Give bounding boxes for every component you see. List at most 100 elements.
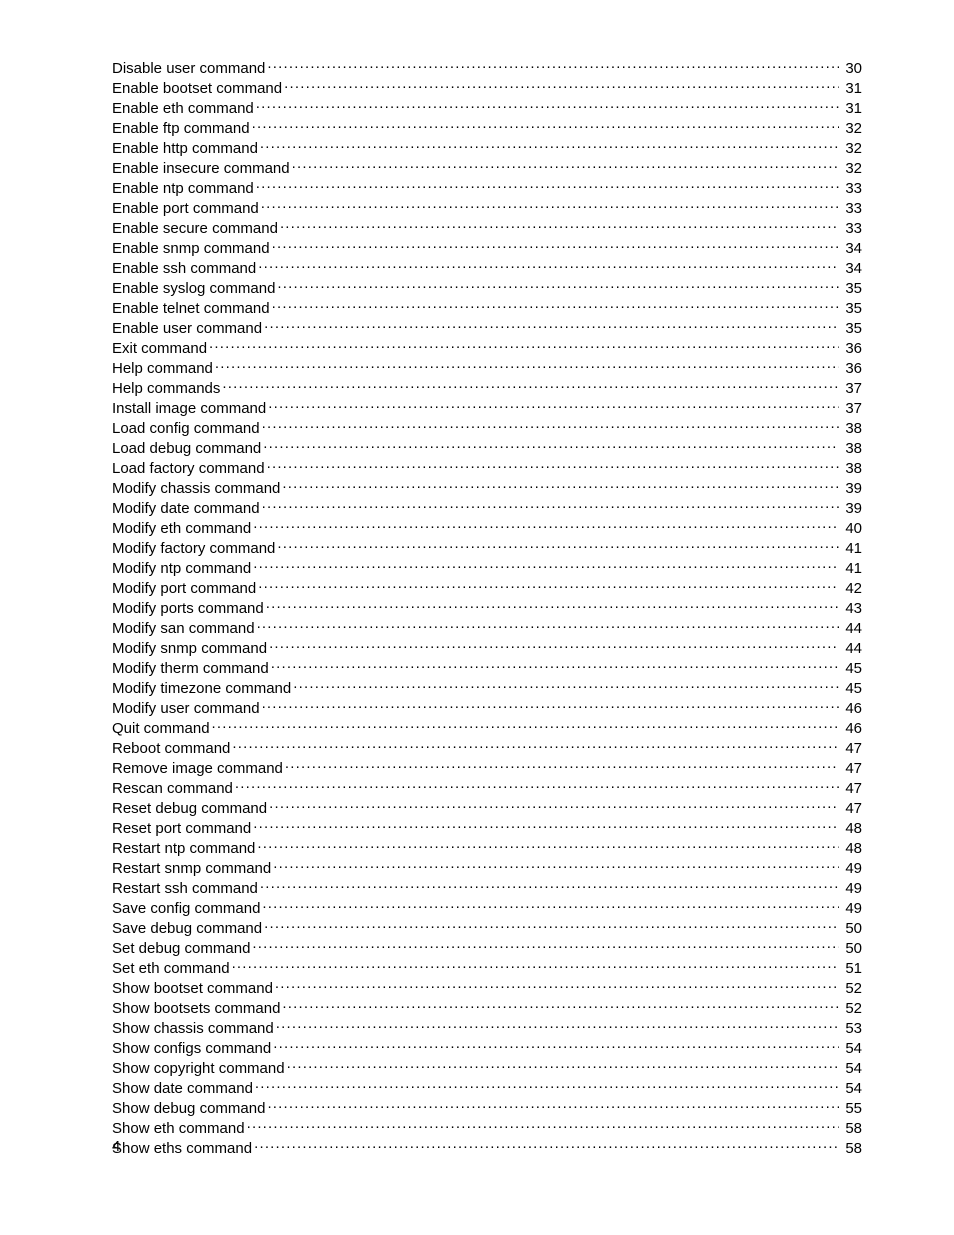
toc-entry-title[interactable]: Enable http command [112,139,258,158]
toc-entry-page[interactable]: 50 [841,939,862,958]
toc-entry-page[interactable]: 32 [841,119,862,138]
toc-entry-page[interactable]: 39 [841,479,862,498]
toc-entry-page[interactable]: 45 [841,679,862,698]
toc-entry-page[interactable]: 48 [841,819,862,838]
toc-entry-title[interactable]: Reboot command [112,739,230,758]
toc-entry-page[interactable]: 45 [841,659,862,678]
toc-entry-title[interactable]: Enable ftp command [112,119,250,138]
toc-entry-page[interactable]: 49 [841,859,862,878]
toc-entry-title[interactable]: Modify chassis command [112,479,280,498]
toc-entry-page[interactable]: 34 [841,259,862,278]
toc-entry-title[interactable]: Show date command [112,1079,253,1098]
toc-entry-page[interactable]: 47 [841,739,862,758]
toc-entry-page[interactable]: 44 [841,639,862,658]
toc-entry-title[interactable]: Show eths command [112,1139,252,1158]
toc-entry-title[interactable]: Restart ssh command [112,879,258,898]
toc-entry-page[interactable]: 37 [841,379,862,398]
toc-entry-title[interactable]: Help command [112,359,213,378]
toc-entry-page[interactable]: 54 [841,1039,862,1058]
toc-entry-page[interactable]: 52 [841,979,862,998]
toc-entry-title[interactable]: Reset debug command [112,799,267,818]
toc-entry-page[interactable]: 58 [841,1119,862,1138]
toc-entry-title[interactable]: Modify snmp command [112,639,267,658]
toc-entry-page[interactable]: 38 [841,459,862,478]
toc-entry-title[interactable]: Set eth command [112,959,230,978]
toc-entry-page[interactable]: 30 [841,59,862,78]
toc-entry-title[interactable]: Install image command [112,399,266,418]
toc-entry-page[interactable]: 49 [841,879,862,898]
toc-entry-page[interactable]: 58 [841,1139,862,1158]
toc-entry-title[interactable]: Quit command [112,719,210,738]
toc-entry-title[interactable]: Modify ntp command [112,559,251,578]
toc-entry-page[interactable]: 37 [841,399,862,418]
toc-entry-title[interactable]: Modify eth command [112,519,251,538]
toc-entry-page[interactable]: 31 [841,79,862,98]
toc-entry-title[interactable]: Remove image command [112,759,283,778]
toc-entry-page[interactable]: 52 [841,999,862,1018]
toc-entry-title[interactable]: Show bootset command [112,979,273,998]
toc-entry-page[interactable]: 41 [841,539,862,558]
toc-entry-title[interactable]: Show chassis command [112,1019,274,1038]
toc-entry-page[interactable]: 36 [841,359,862,378]
toc-entry-page[interactable]: 31 [841,99,862,118]
toc-entry-page[interactable]: 38 [841,419,862,438]
toc-entry-title[interactable]: Enable ntp command [112,179,254,198]
toc-entry-page[interactable]: 49 [841,899,862,918]
toc-entry-title[interactable]: Enable ssh command [112,259,256,278]
toc-entry-page[interactable]: 46 [841,699,862,718]
toc-entry-page[interactable]: 43 [841,599,862,618]
toc-entry-title[interactable]: Save debug command [112,919,262,938]
toc-entry-title[interactable]: Load config command [112,419,260,438]
toc-entry-title[interactable]: Restart snmp command [112,859,271,878]
toc-entry-title[interactable]: Show copyright command [112,1059,285,1078]
toc-entry-title[interactable]: Show debug command [112,1099,265,1118]
toc-entry-title[interactable]: Enable eth command [112,99,254,118]
toc-entry-page[interactable]: 33 [841,199,862,218]
toc-entry-page[interactable]: 46 [841,719,862,738]
toc-entry-title[interactable]: Restart ntp command [112,839,255,858]
toc-entry-page[interactable]: 35 [841,319,862,338]
toc-entry-page[interactable]: 36 [841,339,862,358]
toc-entry-page[interactable]: 50 [841,919,862,938]
toc-entry-title[interactable]: Enable user command [112,319,262,338]
toc-entry-title[interactable]: Enable bootset command [112,79,282,98]
toc-entry-title[interactable]: Modify factory command [112,539,275,558]
toc-entry-title[interactable]: Show configs command [112,1039,271,1058]
toc-entry-page[interactable]: 35 [841,279,862,298]
toc-entry-title[interactable]: Modify ports command [112,599,264,618]
toc-entry-page[interactable]: 51 [841,959,862,978]
toc-entry-page[interactable]: 33 [841,219,862,238]
toc-entry-title[interactable]: Help commands [112,379,220,398]
toc-entry-title[interactable]: Set debug command [112,939,250,958]
toc-entry-title[interactable]: Modify date command [112,499,260,518]
toc-entry-title[interactable]: Enable secure command [112,219,278,238]
toc-entry-page[interactable]: 48 [841,839,862,858]
toc-entry-page[interactable]: 32 [841,159,862,178]
toc-entry-page[interactable]: 39 [841,499,862,518]
toc-entry-page[interactable]: 47 [841,799,862,818]
toc-entry-title[interactable]: Save config command [112,899,260,918]
toc-entry-page[interactable]: 32 [841,139,862,158]
toc-entry-title[interactable]: Enable insecure command [112,159,290,178]
toc-entry-title[interactable]: Enable port command [112,199,259,218]
toc-entry-title[interactable]: Load debug command [112,439,261,458]
toc-entry-title[interactable]: Modify therm command [112,659,269,678]
toc-entry-page[interactable]: 54 [841,1059,862,1078]
toc-entry-page[interactable]: 47 [841,759,862,778]
toc-entry-page[interactable]: 44 [841,619,862,638]
toc-entry-title[interactable]: Show bootsets command [112,999,280,1018]
toc-entry-title[interactable]: Disable user command [112,59,265,78]
toc-entry-title[interactable]: Modify timezone command [112,679,291,698]
toc-entry-page[interactable]: 41 [841,559,862,578]
toc-entry-title[interactable]: Modify port command [112,579,256,598]
toc-entry-title[interactable]: Reset port command [112,819,251,838]
toc-entry-title[interactable]: Load factory command [112,459,265,478]
toc-entry-title[interactable]: Show eth command [112,1119,245,1138]
toc-entry-page[interactable]: 33 [841,179,862,198]
toc-entry-title[interactable]: Modify user command [112,699,260,718]
toc-entry-title[interactable]: Enable snmp command [112,239,270,258]
toc-entry-page[interactable]: 40 [841,519,862,538]
toc-entry-title[interactable]: Exit command [112,339,207,358]
toc-entry-page[interactable]: 38 [841,439,862,458]
toc-entry-page[interactable]: 34 [841,239,862,258]
